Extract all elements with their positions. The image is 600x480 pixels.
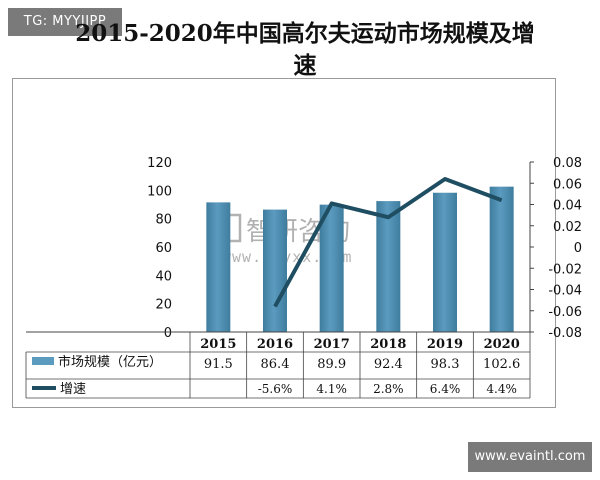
x-category-label: 2019 — [427, 337, 463, 352]
y-left-tick-label: 80 — [155, 213, 172, 228]
y-right-tick-label: 0.02 — [553, 220, 582, 235]
x-category-label: 2015 — [200, 337, 236, 352]
bar-value-label: 89.9 — [317, 357, 346, 372]
bar-2016 — [263, 209, 287, 332]
bar-value-label: 91.5 — [204, 357, 233, 372]
y-left-tick-label: 20 — [155, 298, 172, 313]
bar-value-label: 92.4 — [374, 357, 403, 372]
y-right-tick-label: 0.06 — [553, 177, 582, 192]
bar-2017 — [319, 204, 344, 332]
y-right-tick-label: -0.04 — [548, 284, 582, 299]
growth-value-label: 6.4% — [430, 382, 461, 396]
y-right-tick-label: 0.08 — [553, 156, 582, 171]
legend-bar-label: 市场规模（亿元） — [58, 354, 162, 370]
bar-2019 — [433, 192, 457, 332]
bar-value-label: 86.4 — [261, 357, 290, 372]
growth-value-label: 2.8% — [373, 382, 404, 396]
chart-title: 2015-2020年中国高尔夫运动市场规模及增速 — [75, 20, 535, 79]
y-right-tick-label: -0.02 — [548, 262, 582, 277]
bar-2018 — [376, 201, 401, 332]
source-badge: TG: MYYJJPP — [8, 8, 122, 36]
x-category-label: 2016 — [257, 337, 293, 352]
legend-line-label: 增速 — [60, 382, 86, 397]
y-left-tick-label: 60 — [155, 241, 172, 256]
growth-value-label: 4.1% — [316, 382, 347, 396]
y-left-tick-label: 120 — [147, 156, 172, 171]
legend-bar-key — [32, 357, 54, 365]
y-left-tick-label: 40 — [155, 269, 172, 284]
bar-value-label: 102.6 — [483, 357, 520, 372]
y-right-tick-label: -0.06 — [548, 305, 582, 320]
x-category-label: 2018 — [370, 337, 406, 352]
x-category-label: 2020 — [484, 337, 520, 352]
website-badge: www.evaintl.com — [468, 442, 592, 472]
y-right-tick-label: -0.08 — [548, 326, 582, 341]
bar-2015 — [206, 202, 231, 332]
growth-value-label: -5.6% — [258, 382, 293, 396]
x-category-label: 2017 — [314, 337, 350, 352]
y-right-tick-label: 0.04 — [553, 199, 582, 214]
y-right-tick-label: 0 — [574, 241, 582, 256]
bar-value-label: 98.3 — [431, 357, 460, 372]
y-left-tick-label: 100 — [147, 184, 172, 199]
bar-2020 — [489, 186, 514, 332]
growth-value-label: 4.4% — [486, 382, 517, 396]
y-left-tick-label: 0 — [164, 326, 172, 341]
